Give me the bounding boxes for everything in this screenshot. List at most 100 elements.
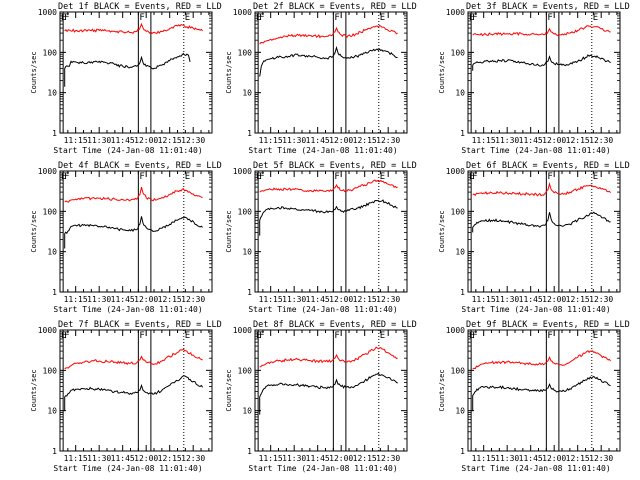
- x-axis-label: Start Time (24-Jan-08 11:01:40): [248, 305, 397, 314]
- y-tick-label: 1: [460, 129, 465, 138]
- y-tick-label: 1: [247, 288, 252, 297]
- events-series-line: [259, 45, 398, 77]
- lld-series-line: [472, 25, 611, 37]
- interval-marker-label: E: [256, 331, 261, 341]
- series-group: [259, 346, 398, 415]
- y-tick-label: 1000: [233, 167, 252, 176]
- x-tick-label: 11:15: [472, 295, 496, 304]
- series-group: [472, 350, 611, 411]
- x-tick-label: 12:00: [134, 136, 158, 145]
- interval-marker-label: F: [139, 172, 144, 182]
- x-tick-label: 11:30: [495, 295, 519, 304]
- interval-marker-label: F: [139, 13, 144, 23]
- y-axis-label: Counts/sec: [438, 369, 446, 411]
- x-tick-label: 12:00: [134, 295, 158, 304]
- y-tick-label: 1: [247, 447, 252, 456]
- y-axis-label: Counts/sec: [30, 369, 38, 411]
- series-group: [64, 22, 203, 87]
- events-series-line: [64, 52, 191, 87]
- y-axis-label: Counts/sec: [225, 369, 233, 411]
- y-tick-label: 1000: [446, 8, 465, 17]
- interval-marker-label: E: [593, 13, 598, 23]
- chart-title: Det 4f BLACK = Events, RED = LLD: [58, 161, 222, 171]
- interval-marker-label: E: [469, 172, 474, 182]
- y-tick-label: 10: [242, 248, 252, 257]
- plot-frame: [59, 329, 213, 452]
- x-tick-label: 12:30: [181, 295, 205, 304]
- x-tick-label: 12:15: [158, 136, 182, 145]
- y-tick-label: 100: [43, 366, 58, 375]
- x-tick-label: 12:15: [566, 295, 590, 304]
- x-axis-label: Start Time (24-Jan-08 11:01:40): [461, 146, 610, 155]
- plot-frame: [467, 329, 621, 452]
- lld-series-line: [472, 350, 611, 370]
- x-tick-label: 11:15: [259, 454, 283, 463]
- x-tick-label: 12:30: [376, 295, 400, 304]
- y-tick-label: 1: [52, 129, 57, 138]
- series-group: [259, 179, 398, 236]
- x-tick-label: 11:45: [306, 454, 330, 463]
- interval-marker-label: E: [185, 331, 190, 341]
- interval-marker-label: E: [469, 13, 474, 23]
- interval-marker-label: E: [380, 331, 385, 341]
- x-tick-label: 11:30: [87, 454, 111, 463]
- x-tick-label: 12:30: [181, 136, 205, 145]
- interval-marker-label: E: [61, 331, 66, 341]
- lld-series-line: [64, 22, 203, 35]
- events-series-line: [472, 375, 611, 411]
- x-axis-label: Start Time (24-Jan-08 11:01:40): [53, 305, 202, 314]
- x-tick-label: 11:30: [282, 136, 306, 145]
- x-tick-label: 11:15: [64, 295, 88, 304]
- x-tick-label: 11:15: [64, 136, 88, 145]
- x-tick-label: 12:00: [329, 136, 353, 145]
- y-tick-label: 10: [47, 89, 57, 98]
- y-tick-label: 10: [47, 248, 57, 257]
- x-tick-label: 12:30: [589, 136, 613, 145]
- chart-panel: Det 3f BLACK = Events, RED = LLD 1 10 100 10…: [438, 2, 630, 155]
- x-tick-label: 12:00: [329, 454, 353, 463]
- series-group: [259, 24, 398, 77]
- x-tick-label: 12:00: [542, 454, 566, 463]
- interval-marker-label: E: [61, 172, 66, 182]
- x-tick-label: 12:30: [376, 136, 400, 145]
- interval-marker-label: F: [547, 172, 552, 182]
- x-tick-label: 12:00: [542, 136, 566, 145]
- x-tick-label: 12:15: [566, 136, 590, 145]
- y-tick-label: 1000: [233, 8, 252, 17]
- y-axis-label: Counts/sec: [30, 51, 38, 93]
- plot-frame: [254, 329, 408, 452]
- interval-marker-label: F: [547, 331, 552, 341]
- interval-marker-label: E: [256, 172, 261, 182]
- events-series-line: [64, 375, 204, 411]
- interval-marker-label: E: [380, 172, 385, 182]
- x-axis-label: Start Time (24-Jan-08 11:01:40): [461, 305, 610, 314]
- chart-title: Det 7f BLACK = Events, RED = LLD: [58, 320, 222, 330]
- y-tick-label: 1000: [446, 326, 465, 335]
- y-tick-label: 100: [238, 366, 253, 375]
- y-axis-label: Counts/sec: [225, 51, 233, 93]
- chart-panel: Det 4f BLACK = Events, RED = LLD 1 10 100 10…: [30, 161, 222, 314]
- interval-marker-label: E: [593, 331, 598, 341]
- x-tick-label: 11:30: [87, 295, 111, 304]
- x-tick-label: 12:00: [329, 295, 353, 304]
- chart-panel: Det 8f BLACK = Events, RED = LLD 1 10 100 10…: [225, 320, 417, 473]
- interval-marker-label: F: [334, 13, 339, 23]
- lld-series-line: [259, 179, 398, 193]
- x-axis-label: Start Time (24-Jan-08 11:01:40): [53, 146, 202, 155]
- x-tick-label: 11:45: [111, 454, 135, 463]
- interval-marker-label: E: [380, 13, 385, 23]
- interval-marker-label: F: [64, 13, 69, 23]
- interval-marker-label: F: [259, 331, 264, 341]
- y-axis-label: Counts/sec: [225, 210, 233, 252]
- y-tick-label: 100: [451, 207, 466, 216]
- x-tick-label: 11:15: [64, 454, 88, 463]
- x-tick-label: 12:15: [353, 454, 377, 463]
- interval-marker-label: E: [593, 172, 598, 182]
- events-series-line: [472, 54, 611, 71]
- interval-marker-label: E: [185, 13, 190, 23]
- y-axis-label: Counts/sec: [30, 210, 38, 252]
- y-tick-label: 1: [247, 129, 252, 138]
- x-tick-label: 11:45: [306, 136, 330, 145]
- y-tick-label: 1: [460, 447, 465, 456]
- x-tick-label: 11:15: [472, 454, 496, 463]
